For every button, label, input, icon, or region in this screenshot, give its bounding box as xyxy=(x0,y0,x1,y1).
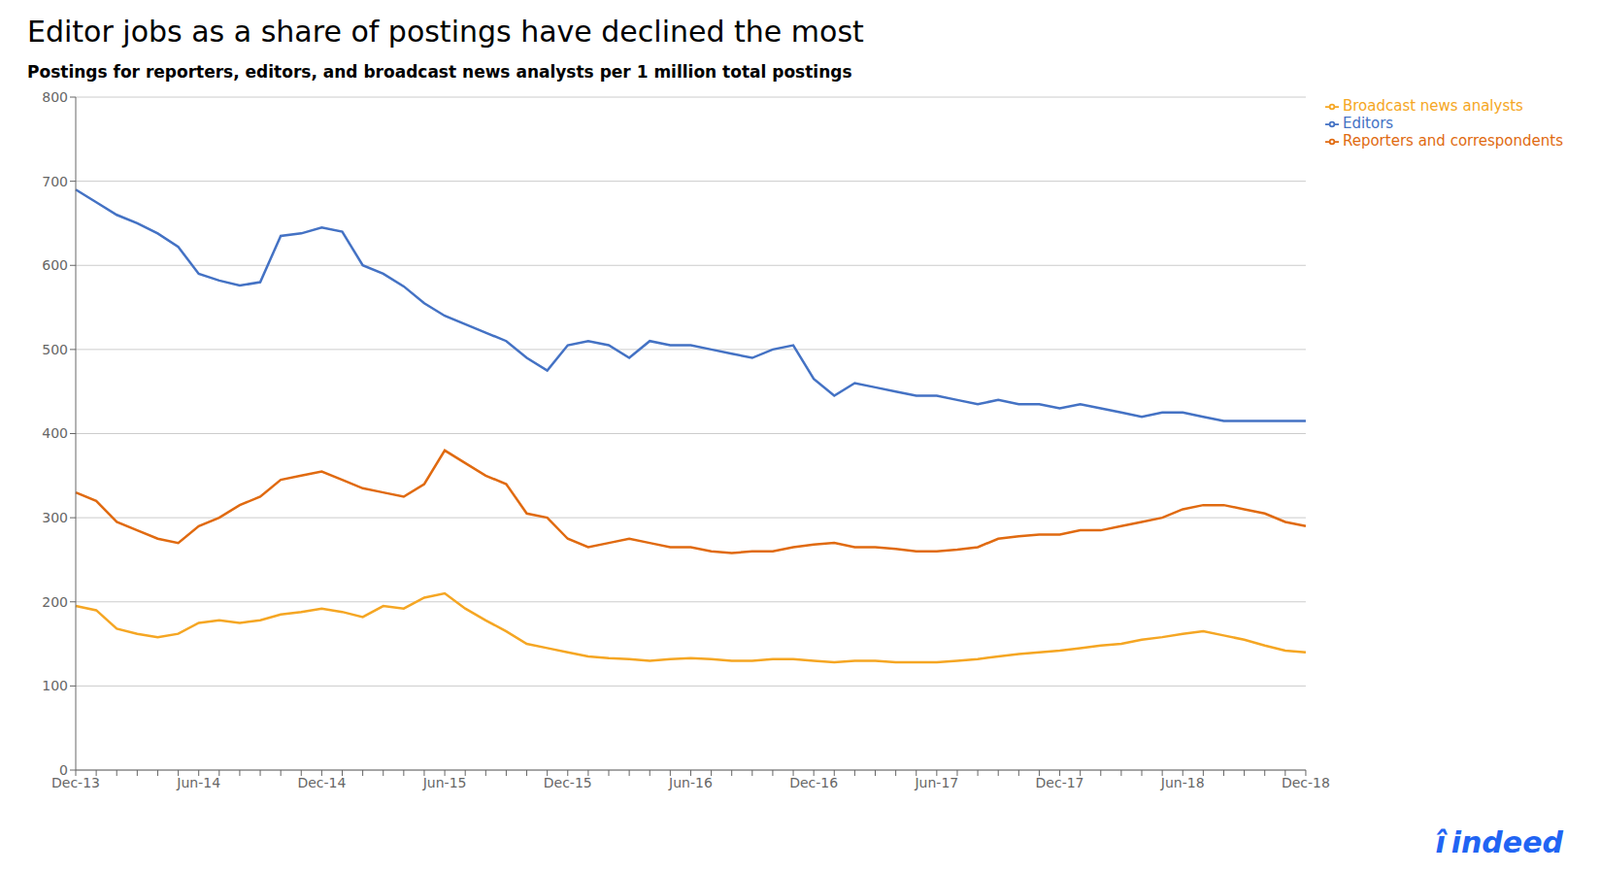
html-text:Broadcast news analysts: Broadcast news analysts xyxy=(1342,97,1524,115)
svg-text:0: 0 xyxy=(59,762,68,778)
html-text:î indeed: î indeed xyxy=(1435,824,1564,859)
svg-text:Dec-14: Dec-14 xyxy=(297,774,346,791)
svg-text:400: 400 xyxy=(41,425,68,441)
svg-text:Jun-17: Jun-17 xyxy=(913,774,959,791)
svg-text:300: 300 xyxy=(41,509,68,526)
html-text:Postings for reporters, editor: Postings for reporters, editors, and bro… xyxy=(27,62,853,82)
svg-text:100: 100 xyxy=(41,677,68,694)
html-text:Editors: Editors xyxy=(1342,114,1394,133)
svg-text:200: 200 xyxy=(41,594,68,610)
svg-text:Jun-18: Jun-18 xyxy=(1160,774,1205,791)
svg-text:Dec-17: Dec-17 xyxy=(1035,774,1085,791)
svg-text:Dec-18: Dec-18 xyxy=(1281,774,1331,791)
svg-text:Jun-16: Jun-16 xyxy=(667,774,713,791)
html-text:Reporters and correspondents: Reporters and correspondents xyxy=(1342,132,1564,150)
svg-text:500: 500 xyxy=(41,341,68,358)
svg-text:Dec-15: Dec-15 xyxy=(543,774,593,791)
svg-text:800: 800 xyxy=(41,89,68,105)
svg-text:600: 600 xyxy=(41,257,68,273)
svg-text:700: 700 xyxy=(41,173,68,190)
svg-text:Jun-15: Jun-15 xyxy=(422,774,467,791)
svg-text:Dec-13: Dec-13 xyxy=(51,774,100,791)
svg-text:Jun-14: Jun-14 xyxy=(175,774,221,791)
svg-text:Dec-16: Dec-16 xyxy=(789,774,838,791)
html-text:Editor jobs as a share of post: Editor jobs as a share of postings have … xyxy=(27,14,864,49)
